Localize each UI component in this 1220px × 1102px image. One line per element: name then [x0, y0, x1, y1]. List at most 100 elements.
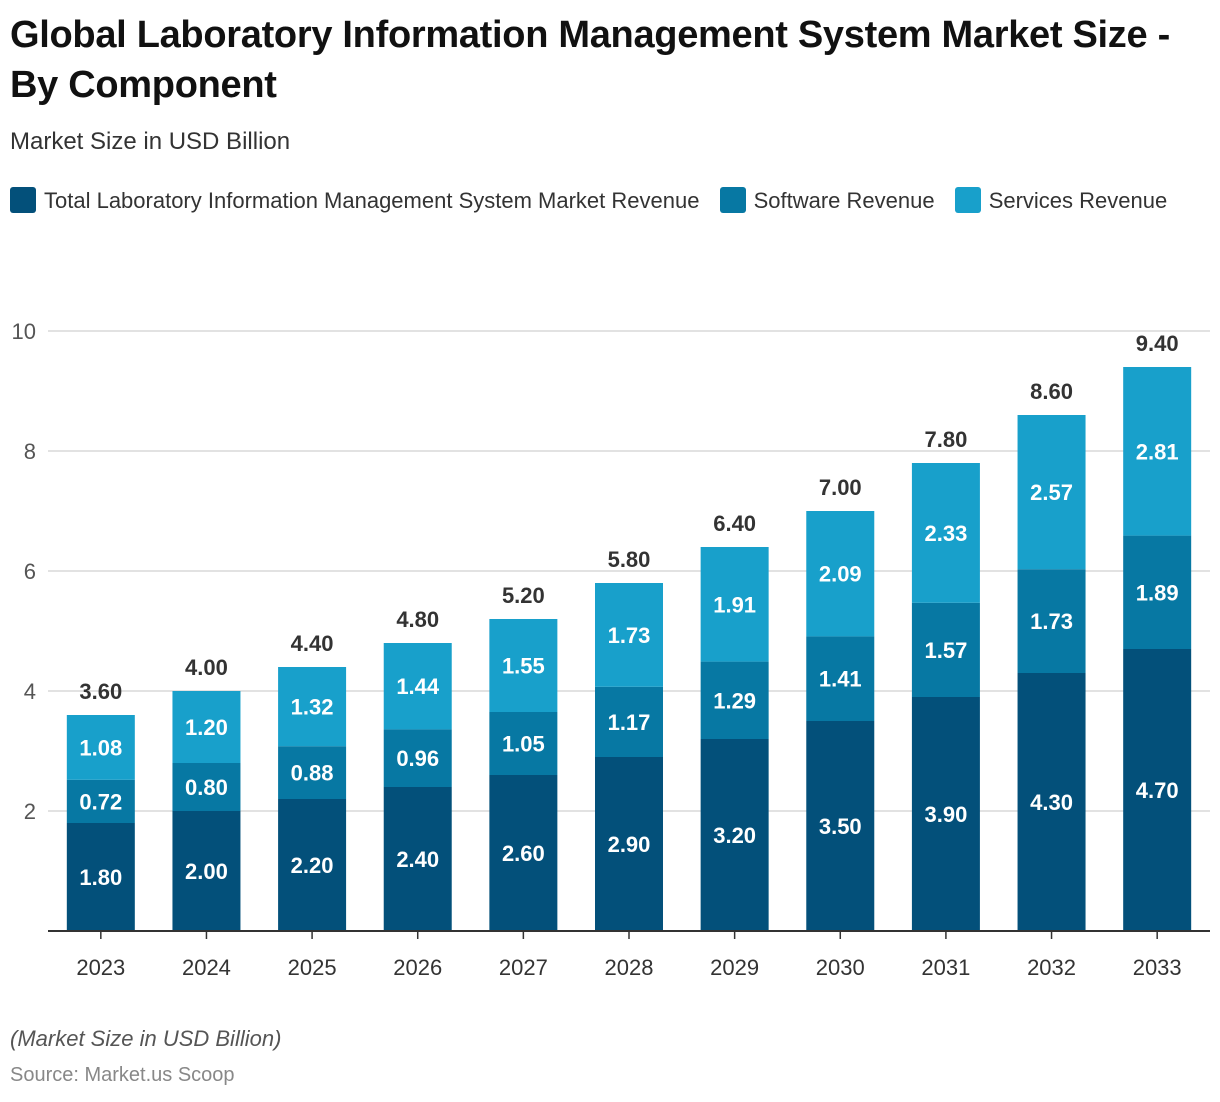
x-tick-label: 2033 [1133, 955, 1182, 980]
bar-segment-software [806, 636, 875, 721]
total-label: 7.80 [924, 427, 967, 452]
data-label-total: 2.20 [291, 853, 334, 878]
data-label-services: 1.44 [396, 674, 440, 699]
data-label-software: 0.96 [396, 746, 439, 771]
bar-segment-total [1017, 673, 1086, 931]
chart-title: Global Laboratory Information Management… [10, 14, 1170, 106]
data-label-services: 1.08 [79, 735, 122, 760]
data-label-total: 3.90 [924, 802, 967, 827]
bar-segment-services [595, 583, 663, 687]
chart-source: Source: Market.us Scoop [10, 1064, 235, 1086]
total-label: 5.80 [608, 547, 651, 572]
legend-label-total: Total Laboratory Information Management … [44, 188, 700, 213]
total-label: 7.00 [819, 475, 862, 500]
bar-segment-software [911, 602, 980, 697]
data-label-software: 1.05 [502, 732, 545, 757]
legend-swatch-total [10, 187, 36, 213]
x-tick-label: 2026 [393, 955, 442, 980]
chart-subtitle: Market Size in USD Billion [10, 128, 291, 155]
legend-item-total: Total Laboratory Information Management … [10, 187, 700, 213]
data-label-services: 1.55 [502, 654, 545, 679]
bar-segment-services [489, 619, 558, 712]
total-label: 3.60 [79, 679, 122, 704]
y-tick-label: 2 [24, 799, 36, 824]
bar-segment-software [66, 779, 135, 823]
bar-segment-total [489, 775, 558, 931]
bar-segment-software [383, 729, 452, 787]
bar-segment-services [1123, 367, 1192, 536]
total-label: 6.40 [713, 511, 756, 536]
x-tick-label: 2028 [605, 955, 654, 980]
bar-segment-software [700, 661, 769, 739]
bar-segment-services [806, 511, 875, 637]
bar-segment-services [66, 715, 135, 780]
x-tick-label: 2032 [1027, 955, 1076, 980]
bar-segment-software [595, 686, 663, 757]
legend-item-software: Software Revenue [719, 187, 935, 213]
legend-swatch-services [954, 187, 981, 213]
data-label-software: 0.80 [185, 775, 228, 800]
data-label-software: 1.89 [1136, 580, 1179, 605]
bar-segment-services [278, 667, 347, 747]
bar-segment-total [595, 757, 663, 931]
data-label-total: 2.40 [396, 847, 439, 872]
bar-segment-software [1017, 569, 1086, 673]
y-tick-label: 6 [24, 559, 36, 584]
data-label-services: 2.81 [1136, 439, 1179, 464]
y-tick-label: 4 [24, 679, 36, 704]
chart-note: (Market Size in USD Billion) [10, 1026, 282, 1051]
x-tick-label: 2024 [182, 955, 231, 980]
bar-segment-software [489, 712, 558, 775]
x-tick-label: 2029 [710, 955, 759, 980]
x-tick-label: 2031 [921, 955, 970, 980]
bar-segment-software [1123, 535, 1192, 649]
y-tick-label: 10 [12, 319, 36, 344]
data-label-software: 1.29 [713, 688, 756, 713]
total-label: 4.00 [185, 655, 228, 680]
y-tick-label: 8 [24, 439, 36, 464]
bar-segment-services [172, 691, 241, 763]
bar-segment-total [172, 811, 241, 931]
data-label-services: 1.91 [713, 592, 756, 617]
data-label-services: 1.20 [185, 715, 228, 740]
data-label-software: 0.88 [291, 761, 334, 786]
bar-segment-software [278, 746, 347, 799]
data-label-software: 1.41 [819, 667, 862, 692]
x-tick-label: 2030 [816, 955, 865, 980]
bar-segment-services [383, 643, 452, 730]
bar-segment-total [700, 739, 769, 931]
data-label-total: 2.60 [502, 841, 545, 866]
x-tick-label: 2027 [499, 955, 548, 980]
data-label-total: 1.80 [79, 865, 122, 890]
legend-swatch-software [719, 187, 746, 213]
bar-segment-total [66, 823, 135, 931]
total-label: 9.40 [1136, 331, 1179, 356]
data-label-total: 2.00 [185, 859, 228, 884]
stacked-bar-chart: 2 4 6 8 10 1.80 0.72 1.08 3.60 2023 2.00 0.80 1.20 4.… [12, 319, 1210, 980]
total-label: 4.80 [396, 607, 439, 632]
data-label-total: 3.20 [713, 823, 756, 848]
data-label-services: 2.57 [1030, 480, 1073, 505]
data-label-services: 1.73 [608, 623, 651, 648]
legend-label-software: Software Revenue [753, 188, 935, 213]
data-label-total: 3.50 [819, 814, 862, 839]
data-label-software: 1.57 [924, 638, 967, 663]
data-label-software: 1.17 [608, 710, 651, 735]
total-label: 5.20 [502, 583, 545, 608]
data-label-software: 1.73 [1030, 609, 1073, 634]
x-tick-label: 2025 [288, 955, 337, 980]
data-label-services: 2.33 [924, 521, 967, 546]
x-tick-label: 2023 [76, 955, 125, 980]
data-label-total: 4.30 [1030, 790, 1073, 815]
total-label: 8.60 [1030, 379, 1073, 404]
bar-segment-total [1123, 649, 1192, 931]
total-label: 4.40 [291, 631, 334, 656]
data-label-services: 2.09 [819, 562, 862, 587]
bar-segment-services [1017, 415, 1086, 570]
legend-label-services: Services Revenue [988, 188, 1168, 213]
legend: Total Laboratory Information Management … [10, 183, 1210, 219]
bar-segment-total [911, 697, 980, 931]
bar-segment-total [278, 799, 347, 931]
bar-segment-total [383, 787, 452, 931]
data-label-services: 1.32 [291, 695, 334, 720]
